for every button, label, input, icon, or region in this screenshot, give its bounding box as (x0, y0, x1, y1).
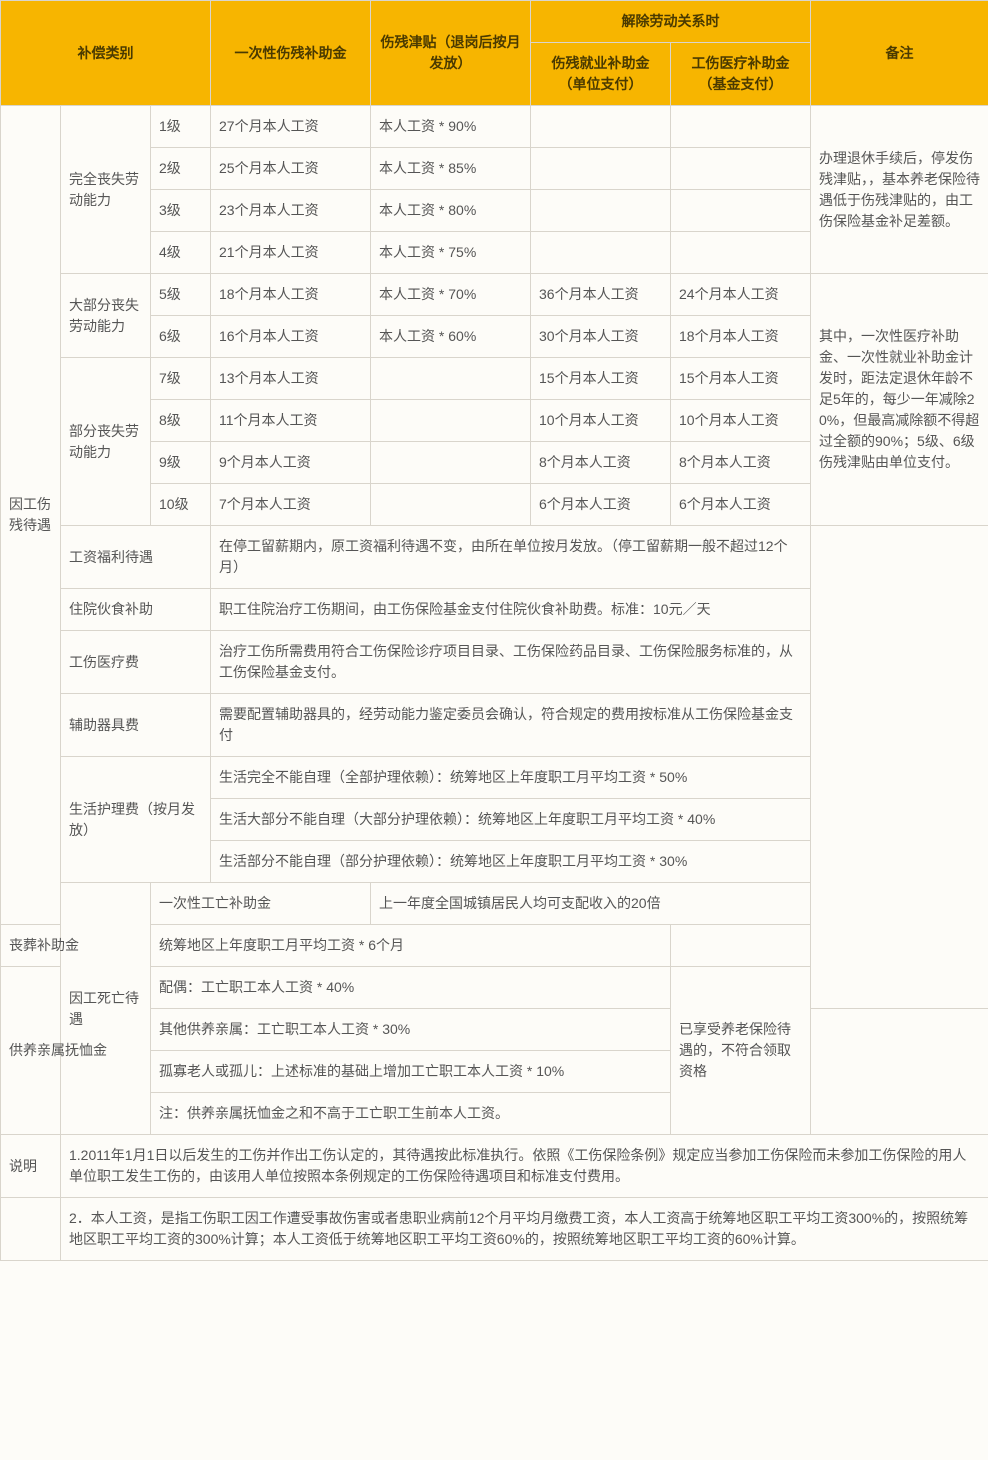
hdr-category: 补偿类别 (1, 1, 211, 106)
empty (671, 106, 811, 148)
cat-part: 部分丧失劳动能力 (61, 358, 151, 526)
empty (371, 358, 531, 400)
remark14: 办理退休手续后，停发伤残津贴，，基本养老保险待遇低于伤残津贴的，由工伤保险基金补… (811, 106, 988, 274)
dep1: 配偶：工亡职工本人工资 * 40% (151, 967, 671, 1009)
hospital-text: 职工住院治疗工伤期间，由工伤保险基金支付住院伙食补助费。标准：10元／天 (211, 589, 811, 631)
table-header: 补偿类别 一次性伤残补助金 伤残津贴（退岗后按月发放） 解除劳动关系时 备注 伤… (1, 1, 988, 106)
cat-hospital: 住院伙食补助 (61, 589, 211, 631)
lv2: 2级 (151, 148, 211, 190)
allow5: 本人工资 * 70% (371, 274, 531, 316)
remark510: 其中，一次性医疗补助金、一次性就业补助金计发时，距法定退休年龄不足5年的，每少一… (811, 274, 988, 526)
emp10: 6个月本人工资 (531, 484, 671, 526)
aid-text: 需要配置辅助器具的，经劳动能力鉴定委员会确认，符合规定的费用按标准从工伤保险基金… (211, 694, 811, 757)
lv5: 5级 (151, 274, 211, 316)
empty (371, 484, 531, 526)
nursing2: 生活大部分不能自理（大部分护理依赖）：统筹地区上年度职工月平均工资 * 40% (211, 799, 811, 841)
allow3: 本人工资 * 80% (371, 190, 531, 232)
funeral-text: 统筹地区上年度职工月平均工资 * 6个月 (151, 925, 671, 967)
emp7: 15个月本人工资 (531, 358, 671, 400)
lump10: 7个月本人工资 (211, 484, 371, 526)
compensation-table: 补偿类别 一次性伤残补助金 伤残津贴（退岗后按月发放） 解除劳动关系时 备注 伤… (0, 0, 988, 1261)
cat-welfare: 工资福利待遇 (61, 526, 211, 589)
emp5: 36个月本人工资 (531, 274, 671, 316)
allow1: 本人工资 * 90% (371, 106, 531, 148)
note1: 1.2011年1月1日以后发生的工伤并作出工伤认定的，其待遇按此标准执行。依照《… (61, 1135, 988, 1198)
dep4: 注：供养亲属抚恤金之和不高于工亡职工生前本人工资。 (151, 1093, 671, 1135)
hdr-lumpsum: 一次性伤残补助金 (211, 1, 371, 106)
cat-full: 完全丧失劳动能力 (61, 106, 151, 274)
empty (671, 232, 811, 274)
med10: 6个月本人工资 (671, 484, 811, 526)
nursing1: 生活完全不能自理（全部护理依赖）：统筹地区上年度职工月平均工资 * 50% (211, 757, 811, 799)
note2: 2．本人工资，是指工伤职工因工作遭受事故伤害或者患职业病前12个月平均月缴费工资… (61, 1198, 988, 1261)
nursing3: 生活部分不能自理（部分护理依赖）：统筹地区上年度职工月平均工资 * 30% (211, 841, 811, 883)
hdr-termination: 解除劳动关系时 (531, 1, 811, 43)
empty (531, 106, 671, 148)
lump2: 25个月本人工资 (211, 148, 371, 190)
empty (531, 148, 671, 190)
lump5: 18个月本人工资 (211, 274, 371, 316)
med9: 8个月本人工资 (671, 442, 811, 484)
lump1: 27个月本人工资 (211, 106, 371, 148)
cat-most: 大部分丧失劳动能力 (61, 274, 151, 358)
lump6: 16个月本人工资 (211, 316, 371, 358)
medical-text: 治疗工伤所需费用符合工伤保险诊疗项目目录、工伤保险药品目录、工伤保险服务标准的，… (211, 631, 811, 694)
cat-funeral: 丧葬补助金 (1, 925, 151, 967)
cat-deathlump: 一次性工亡补助金 (151, 883, 371, 925)
hdr-allowance: 伤残津贴（退岗后按月发放） (371, 1, 531, 106)
lump7: 13个月本人工资 (211, 358, 371, 400)
lv3: 3级 (151, 190, 211, 232)
allow6: 本人工资 * 60% (371, 316, 531, 358)
section-injury: 因工伤残待遇 (1, 106, 61, 925)
lv7: 7级 (151, 358, 211, 400)
empty (531, 190, 671, 232)
lv1: 1级 (151, 106, 211, 148)
section-note: 说明 (1, 1135, 61, 1198)
empty (671, 190, 811, 232)
cat-medical: 工伤医疗费 (61, 631, 211, 694)
lump3: 23个月本人工资 (211, 190, 371, 232)
deathlump-text: 上一年度全国城镇居民人均可支配收入的20倍 (371, 883, 988, 925)
empty (811, 526, 988, 1009)
hdr-med-subsidy: 工伤医疗补助金（基金支付） (671, 43, 811, 106)
med7: 15个月本人工资 (671, 358, 811, 400)
emp9: 8个月本人工资 (531, 442, 671, 484)
lv6: 6级 (151, 316, 211, 358)
welfare-text: 在停工留薪期内，原工资福利待遇不变，由所在单位按月发放。（停工留薪期一般不超过1… (211, 526, 811, 589)
med8: 10个月本人工资 (671, 400, 811, 442)
med5: 24个月本人工资 (671, 274, 811, 316)
dep-remark: 已享受养老保险待遇的，不符合领取资格 (671, 967, 811, 1135)
empty (531, 232, 671, 274)
empty (371, 442, 531, 484)
lv4: 4级 (151, 232, 211, 274)
allow2: 本人工资 * 85% (371, 148, 531, 190)
dep2: 其他供养亲属：工亡职工本人工资 * 30% (151, 1009, 671, 1051)
cat-aid: 辅助器具费 (61, 694, 211, 757)
lump8: 11个月本人工资 (211, 400, 371, 442)
hdr-emp-subsidy: 伤残就业补助金（单位支付） (531, 43, 671, 106)
lump4: 21个月本人工资 (211, 232, 371, 274)
dep3: 孤寡老人或孤儿：上述标准的基础上增加工亡职工本人工资 * 10% (151, 1051, 671, 1093)
allow4: 本人工资 * 75% (371, 232, 531, 274)
emp8: 10个月本人工资 (531, 400, 671, 442)
empty (671, 148, 811, 190)
lv9: 9级 (151, 442, 211, 484)
lv10: 10级 (151, 484, 211, 526)
lv8: 8级 (151, 400, 211, 442)
emp6: 30个月本人工资 (531, 316, 671, 358)
empty (371, 400, 531, 442)
lump9: 9个月本人工资 (211, 442, 371, 484)
med6: 18个月本人工资 (671, 316, 811, 358)
hdr-remark: 备注 (811, 1, 988, 106)
empty (1, 1198, 61, 1261)
cat-nursing: 生活护理费（按月发放） (61, 757, 211, 883)
